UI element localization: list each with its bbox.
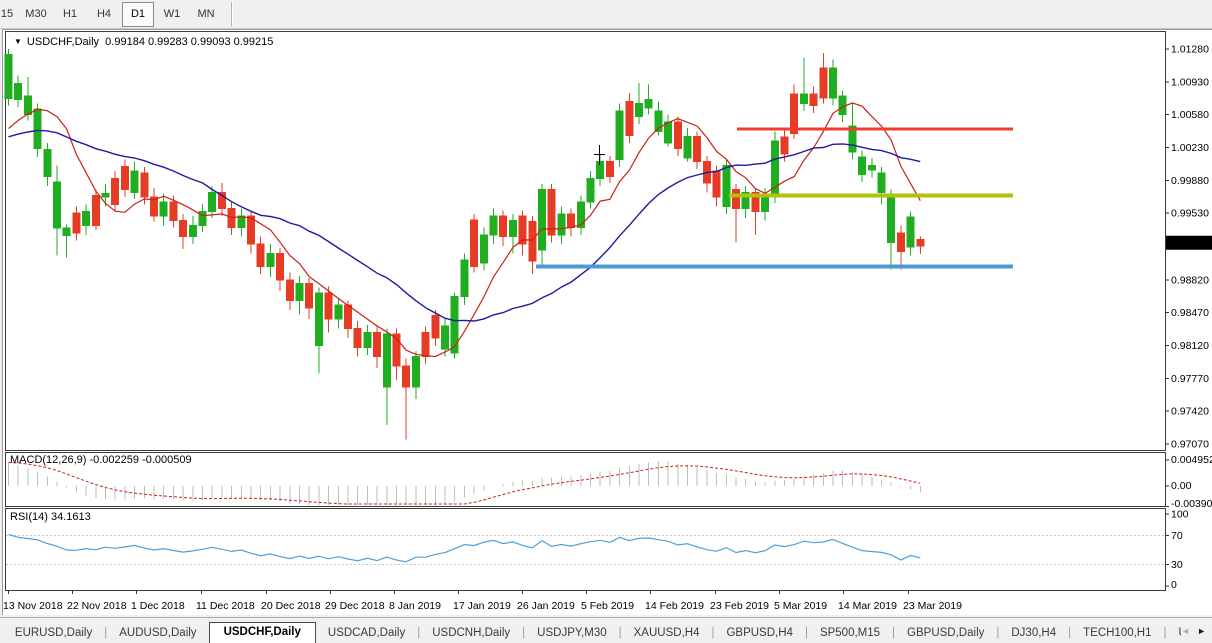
- chart-tab-bar: EURUSD,Daily | AUDUSD,Daily USDCHF,Daily USD…: [0, 617, 1212, 643]
- tab-separator: |: [996, 627, 1000, 639]
- tab-separator: |: [104, 627, 108, 639]
- tab-separator: |: [1163, 627, 1167, 639]
- svg-text:8 Jan 2019: 8 Jan 2019: [389, 600, 441, 612]
- svg-text:20 Dec 2018: 20 Dec 2018: [261, 600, 321, 612]
- macd-indicator-label: MACD(12,26,9) -0.002259 -0.000509: [10, 454, 192, 466]
- tab-separator: |: [711, 627, 715, 639]
- timeframe-toolbar: 15 M30 H1 H4 D1 W1 MN: [0, 0, 1212, 29]
- chart-symbol-label: USDCHF,Daily: [26, 36, 100, 48]
- timeframe-button-d1[interactable]: D1: [122, 1, 154, 27]
- timeframe-button-mn[interactable]: MN: [197, 8, 215, 20]
- tab-usdjpy-m30[interactable]: USDJPY,M30: [537, 627, 607, 639]
- svg-text:0.004952: 0.004952: [1171, 454, 1212, 466]
- tab-dj30-h4[interactable]: DJ30,H4: [1011, 627, 1057, 639]
- svg-text:100: 100: [1171, 509, 1189, 521]
- svg-text:0.99530: 0.99530: [1171, 208, 1209, 220]
- svg-text:23 Feb 2019: 23 Feb 2019: [710, 600, 769, 612]
- svg-text:26 Jan 2019: 26 Jan 2019: [517, 600, 575, 612]
- svg-text:0.00: 0.00: [1171, 480, 1192, 492]
- tab-separator: |: [804, 627, 808, 639]
- tab-separator: |: [522, 627, 526, 639]
- tab-eurusd-daily[interactable]: EURUSD,Daily: [14, 627, 93, 639]
- tab-xauusd-h4[interactable]: XAUUSD,H4: [633, 627, 700, 639]
- tab-tech100-h1[interactable]: TECH100,H1: [1083, 627, 1152, 639]
- ma-slow-line: [8, 129, 921, 322]
- svg-text:1.00230: 1.00230: [1171, 142, 1209, 154]
- svg-text:0.97070: 0.97070: [1171, 439, 1209, 451]
- svg-text:17 Jan 2019: 17 Jan 2019: [453, 600, 511, 612]
- svg-text:1 Dec 2018: 1 Dec 2018: [131, 600, 185, 612]
- svg-text:30: 30: [1171, 559, 1183, 571]
- svg-text:5 Mar 2019: 5 Mar 2019: [774, 600, 827, 612]
- timeframe-button-m30[interactable]: M30: [25, 8, 47, 20]
- timeframe-button-h1[interactable]: H1: [62, 8, 78, 20]
- chart-title: ▼ USDCHF,Daily 0.99184 0.99283 0.99093 0.…: [14, 36, 273, 48]
- tab-usdcad-daily[interactable]: USDCAD,Daily: [327, 627, 406, 639]
- tab-gbpusd-h4[interactable]: GBPUSD,H4: [726, 627, 793, 639]
- svg-text:-0.003905: -0.003905: [1171, 498, 1212, 510]
- tab-ul[interactable]: Ul: [1167, 624, 1182, 643]
- candles: [4, 49, 925, 440]
- svg-text:0.98820: 0.98820: [1171, 274, 1209, 286]
- macd-signal-line: [8, 461, 921, 505]
- svg-text:0: 0: [1171, 579, 1177, 591]
- tab-usdchf-daily[interactable]: USDCHF,Daily: [208, 622, 316, 643]
- timeframe-button-h4[interactable]: H4: [96, 8, 112, 20]
- svg-text:1.00580: 1.00580: [1171, 109, 1209, 121]
- tab-scroll-right-icon[interactable]: ►: [1197, 625, 1206, 636]
- tab-separator: |: [417, 627, 421, 639]
- timeframe-button-w1[interactable]: W1: [163, 8, 181, 20]
- tab-separator: |: [892, 627, 896, 639]
- svg-text:5 Feb 2019: 5 Feb 2019: [581, 600, 634, 612]
- svg-text:0.97770: 0.97770: [1171, 373, 1209, 385]
- svg-text:29 Dec 2018: 29 Dec 2018: [325, 600, 385, 612]
- svg-text:1.01280: 1.01280: [1171, 44, 1209, 56]
- tab-audusd-daily[interactable]: AUDUSD,Daily: [119, 627, 197, 639]
- tab-sp500-m15[interactable]: SP500,M15: [819, 627, 881, 639]
- svg-text:13 Nov 2018: 13 Nov 2018: [3, 600, 63, 612]
- chevron-down-icon: ▼: [14, 37, 22, 46]
- chart-ohlc-values: 0.99184 0.99283 0.99093 0.99215: [105, 36, 274, 48]
- rsi-line: [8, 534, 921, 563]
- svg-text:23 Mar 2019: 23 Mar 2019: [903, 600, 962, 612]
- rsi-indicator-label: RSI(14) 34.1613: [10, 511, 91, 523]
- tab-scroll-controls: ◄ ►: [1181, 618, 1212, 643]
- tab-separator: |: [1068, 627, 1072, 639]
- svg-text:0.98120: 0.98120: [1171, 340, 1209, 352]
- svg-text:14 Mar 2019: 14 Mar 2019: [838, 600, 897, 612]
- svg-text:22 Nov 2018: 22 Nov 2018: [67, 600, 127, 612]
- svg-text:0.97420: 0.97420: [1171, 406, 1209, 418]
- svg-text:11 Dec 2018: 11 Dec 2018: [196, 600, 255, 612]
- svg-text:0.99215: 0.99215: [1170, 238, 1208, 250]
- tab-scroll-left-icon[interactable]: ◄: [1181, 625, 1191, 636]
- svg-text:70: 70: [1171, 530, 1183, 542]
- ma-fast-line: [8, 102, 921, 358]
- tab-usdcnh-daily[interactable]: USDCNH,Daily: [432, 627, 511, 639]
- svg-text:1.00930: 1.00930: [1171, 76, 1209, 88]
- svg-text:14 Feb 2019: 14 Feb 2019: [645, 600, 704, 612]
- timeframe-button-15[interactable]: 15: [0, 8, 14, 20]
- tab-gbpusd-daily[interactable]: GBPUSD,Daily: [907, 627, 985, 639]
- svg-text:0.98470: 0.98470: [1171, 307, 1209, 319]
- svg-text:0.99880: 0.99880: [1171, 175, 1209, 187]
- toolbar-separator: [231, 2, 233, 26]
- current-price-box: [1166, 235, 1212, 250]
- tab-separator: |: [618, 627, 622, 639]
